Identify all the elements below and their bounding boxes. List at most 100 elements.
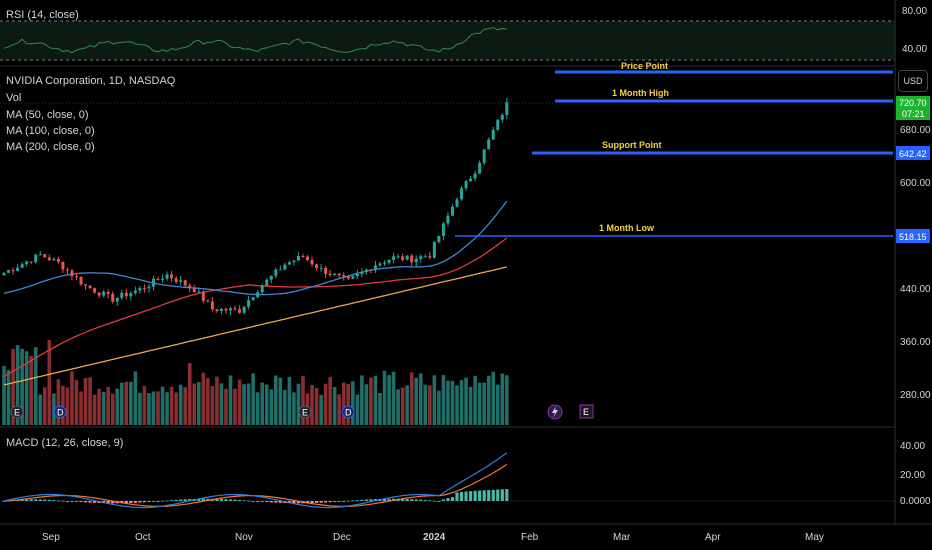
volume-bar [360, 375, 364, 425]
volume-bar [206, 378, 210, 425]
candle-body [346, 276, 350, 279]
volume-bar [283, 389, 287, 425]
volume-bar [33, 347, 38, 425]
candle-body [446, 215, 450, 224]
macd-histogram-bar [459, 491, 464, 501]
candle-body [247, 300, 251, 307]
volume-bar [346, 383, 351, 425]
candle-body [274, 269, 278, 276]
volume-bar [296, 383, 301, 425]
macd-histogram-bar [342, 501, 346, 502]
candle-body [201, 291, 205, 301]
volume-bar [310, 385, 314, 425]
volume-bar [468, 386, 473, 425]
candle-body [238, 309, 242, 313]
candle-body [324, 267, 328, 274]
macd-histogram-bar [174, 499, 178, 501]
macd-histogram-bar [260, 501, 264, 502]
candle-body [464, 181, 468, 189]
macd-histogram-bar [482, 490, 486, 501]
macd-histogram-bar [346, 500, 350, 502]
price-panel: Price Point 1 Month High Support Point 1… [0, 61, 931, 425]
volume-bar [491, 371, 496, 425]
macd-histogram-bar [487, 490, 491, 501]
rsi-tick-40: 40.00 [902, 44, 927, 55]
svg-text:D: D [345, 408, 352, 418]
earnings-badge[interactable] [10, 405, 24, 419]
candle-body [192, 287, 196, 293]
macd-histogram-bar [65, 501, 70, 502]
macd-histogram-bar [165, 500, 169, 502]
macd-histogram-bar [441, 499, 446, 501]
candle-body [342, 275, 346, 277]
macd-histogram-bar [496, 489, 500, 501]
volume-bar [119, 382, 124, 425]
dividend-badge[interactable] [341, 405, 355, 419]
currency-button[interactable]: USD [898, 70, 928, 92]
candle-body [369, 269, 373, 271]
macd-histogram-bar [473, 490, 477, 501]
candle-body [93, 288, 97, 293]
candle-body [16, 267, 20, 271]
volume-bar [2, 365, 6, 425]
candle-body [88, 285, 92, 289]
lightning-glyph [552, 406, 558, 418]
candle-body [301, 256, 305, 258]
candle-body [147, 286, 151, 289]
macd-histogram-bar [38, 499, 42, 501]
price-tick-280: 280.00 [900, 390, 931, 401]
rsi-label: RSI (14, close) [6, 9, 79, 21]
candle-body [292, 260, 296, 263]
macd-histogram-bar [333, 501, 337, 502]
macd-histogram-bar [237, 499, 242, 501]
macd-histogram-bar [505, 488, 509, 501]
time-tick-sep: Sep [42, 532, 60, 543]
candle-body [419, 256, 423, 259]
volume-bar [101, 391, 106, 425]
volume-bar [79, 391, 83, 425]
macd-histogram-bar [52, 500, 56, 501]
macd-histogram-bar [478, 490, 482, 501]
support-annotation: Support Point [602, 140, 662, 150]
candle-body [337, 273, 341, 276]
ma100-label: MA (100, close, 0) [6, 125, 95, 137]
macd-histogram-bar [256, 501, 260, 502]
volume-bar [314, 387, 319, 425]
volume-bar [473, 375, 477, 425]
volume-bar [192, 383, 197, 425]
earnings-badge[interactable] [298, 405, 312, 419]
candle-body [437, 235, 441, 243]
volume-bar [495, 384, 500, 425]
volume-bar [287, 376, 292, 425]
dividend-badge[interactable] [53, 405, 67, 419]
candle-body [278, 269, 282, 271]
macd-histogram-bar [324, 501, 328, 503]
volume-bar [278, 377, 283, 425]
macd-histogram-bar [419, 499, 423, 501]
volume-bar [414, 377, 419, 425]
candle-body [111, 293, 115, 302]
volume-bar [169, 386, 174, 425]
time-tick-feb: Feb [521, 532, 539, 543]
volume-bar [47, 340, 52, 425]
candle-body [151, 278, 155, 287]
volume-bar [15, 345, 20, 425]
macd-histogram-bar [197, 498, 201, 501]
candle-body [414, 258, 418, 263]
macd-histogram-bar [70, 501, 74, 502]
upcoming-earnings-badge[interactable] [579, 404, 594, 419]
volume-bar [70, 371, 74, 425]
candle-body [455, 199, 459, 207]
volume-bar [29, 355, 33, 425]
volume-bar [319, 394, 323, 425]
volume-bar [396, 389, 400, 425]
volume-bar [110, 393, 115, 425]
candle-body [38, 254, 42, 256]
candle-body [97, 292, 101, 296]
chart-title: NVIDIA Corporation, 1D, NASDAQ [6, 75, 176, 87]
volume-bar [400, 387, 405, 425]
candle-body [142, 288, 146, 290]
macd-histogram-bar [292, 501, 296, 504]
macd-histogram-bar [269, 501, 273, 503]
